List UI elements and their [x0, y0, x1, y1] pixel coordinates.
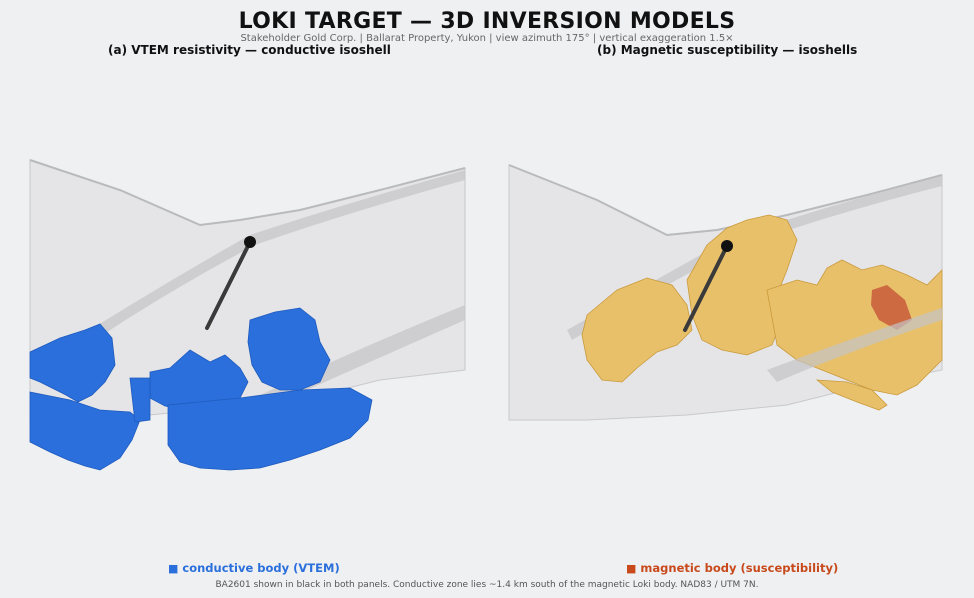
figure-subtitle: Stakeholder Gold Corp. | Ballarat Proper… — [240, 33, 734, 44]
panel-b-title: (b) Magnetic susceptibility — isoshells — [597, 43, 858, 57]
terrain-ridge-line — [29, 159, 466, 227]
terrain-ridge-line — [508, 164, 943, 237]
drillhole-ba2601 — [205, 240, 252, 330]
panel-b-3d-view — [508, 164, 943, 421]
legend-label-conductive: conductive body (VTEM) — [182, 561, 340, 575]
terrain-fold-band — [567, 176, 942, 340]
terrain-fold-band — [90, 170, 465, 340]
panel-a-3d-view — [29, 159, 466, 471]
conductive-body — [29, 307, 373, 471]
drillhole-ba2601 — [683, 244, 729, 332]
legend-marker-conductive: ■ — [168, 562, 179, 575]
legend-marker-magnetic: ■ — [626, 562, 637, 575]
legend-label-magnetic: magnetic body (susceptibility) — [640, 561, 839, 575]
drillhole-collar — [244, 236, 256, 248]
magnetic-body-high — [871, 285, 912, 330]
legend-conductive: ■ conductive body (VTEM) — [168, 561, 340, 575]
panel-a-title: (a) VTEM resistivity — conductive isoshe… — [108, 43, 391, 57]
terrain-lower-band — [767, 308, 942, 382]
legend-magnetic: ■ magnetic body (susceptibility) — [626, 561, 838, 575]
drillhole-collar — [721, 240, 733, 252]
footnote: BA2601 shown in black in both panels. Co… — [215, 580, 759, 590]
figure-title: LOKI TARGET — 3D INVERSION MODELS — [238, 9, 736, 34]
